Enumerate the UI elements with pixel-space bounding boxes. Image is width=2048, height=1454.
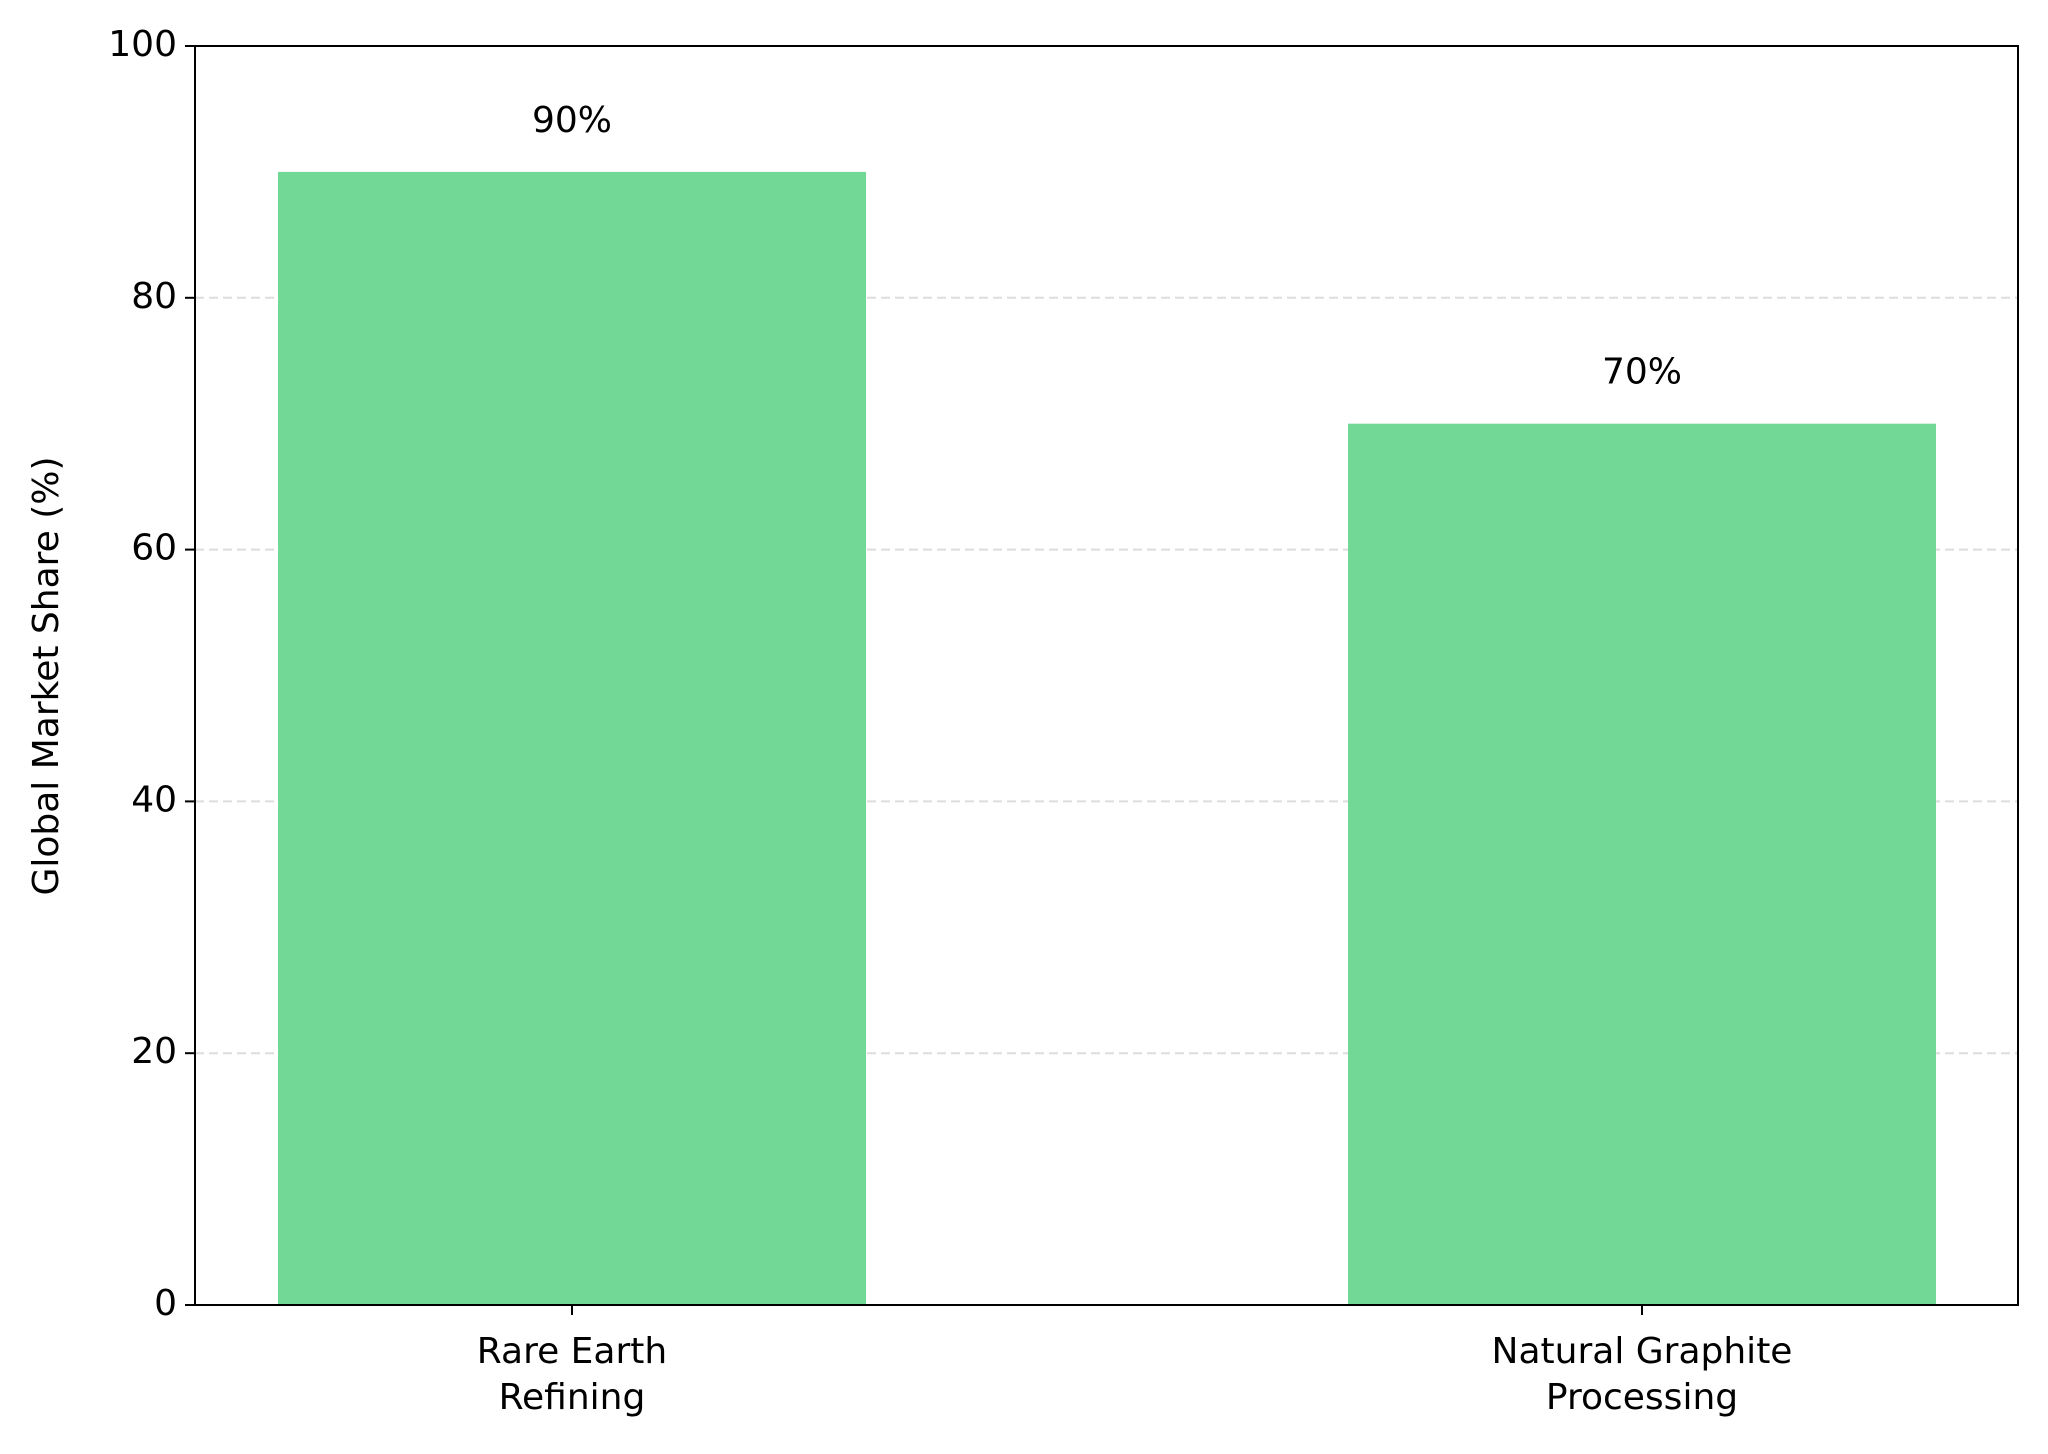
y-tick-label: 40 bbox=[131, 779, 177, 820]
y-tick-label: 80 bbox=[131, 276, 177, 317]
y-tick-label: 20 bbox=[131, 1031, 177, 1072]
x-tick-label: Natural Graphite Processing bbox=[1491, 1331, 1793, 1418]
plot-frame bbox=[194, 45, 2019, 1306]
bar bbox=[1348, 423, 1936, 1305]
bar bbox=[278, 171, 866, 1305]
y-tick-label: 0 bbox=[154, 1283, 177, 1324]
value-label: 70% bbox=[1602, 352, 1682, 393]
y-axis-label: Global Market Share (%) bbox=[26, 456, 67, 895]
x-tick-label: Rare Earth Refining bbox=[476, 1331, 668, 1418]
y-tick-label: 60 bbox=[131, 528, 177, 569]
y-tick-label: 100 bbox=[108, 24, 177, 65]
value-label: 90% bbox=[532, 100, 612, 141]
